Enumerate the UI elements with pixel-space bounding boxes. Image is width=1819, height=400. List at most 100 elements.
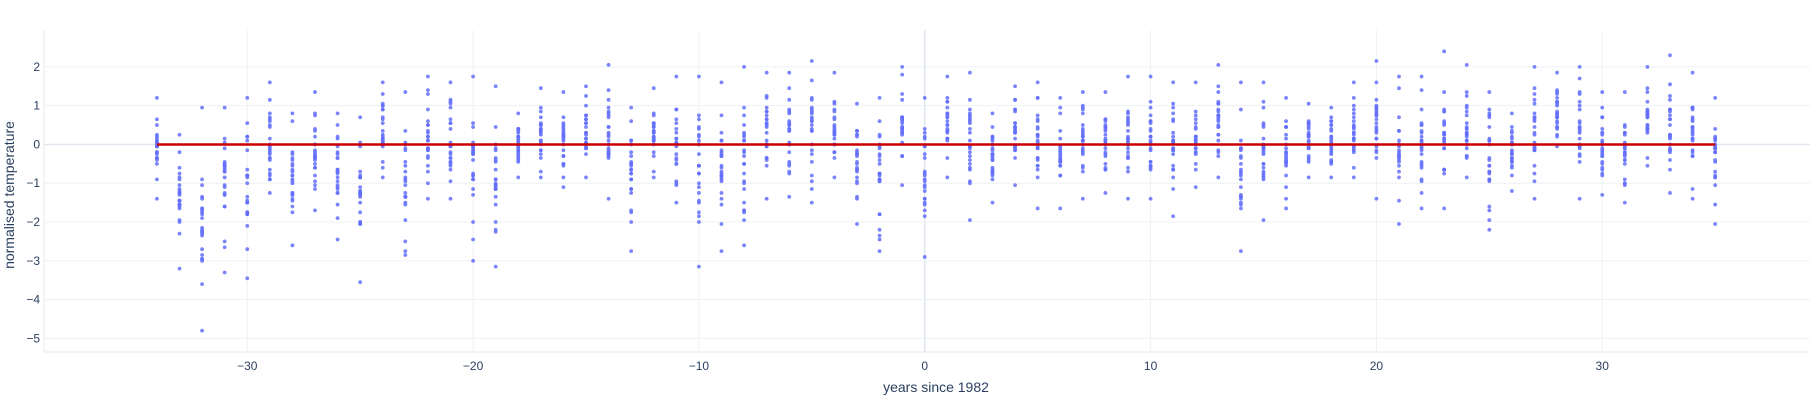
data-point — [1171, 105, 1176, 110]
data-point — [1035, 138, 1040, 143]
data-point — [1464, 175, 1469, 180]
data-point — [1487, 218, 1492, 222]
data-point — [1306, 146, 1311, 151]
data-point — [922, 95, 927, 100]
data-point — [697, 152, 701, 157]
data-point — [922, 202, 927, 207]
data-point — [1171, 111, 1176, 116]
data-point — [945, 74, 950, 79]
data-point — [764, 95, 769, 100]
data-point — [742, 218, 746, 222]
data-point — [155, 177, 159, 182]
data-point — [945, 115, 950, 120]
data-point — [1374, 136, 1379, 141]
data-point — [538, 127, 543, 131]
data-point — [1668, 123, 1672, 127]
data-point — [1284, 196, 1288, 201]
data-point — [742, 105, 746, 110]
data-point — [629, 167, 634, 172]
data-point — [177, 204, 182, 209]
data-point — [877, 237, 882, 242]
data-point — [809, 152, 814, 157]
data-point — [1397, 128, 1401, 133]
data-point — [1284, 95, 1288, 100]
data-point — [787, 160, 792, 164]
data-point — [1284, 125, 1288, 129]
data-point — [922, 208, 927, 213]
data-point — [1419, 165, 1424, 170]
data-point — [1600, 192, 1605, 197]
data-point — [1058, 111, 1063, 116]
data-point — [1419, 134, 1424, 139]
data-point — [584, 121, 588, 126]
data-point — [1645, 64, 1650, 69]
data-point — [922, 136, 927, 141]
data-point — [1284, 185, 1288, 190]
data-point — [1442, 206, 1447, 211]
data-point — [493, 84, 498, 89]
data-point — [1555, 119, 1559, 124]
data-point — [538, 152, 543, 157]
data-point — [922, 185, 927, 190]
y-tick-label: −1 — [26, 176, 40, 190]
data-point — [1442, 49, 1447, 54]
data-point — [855, 101, 859, 106]
data-point — [177, 266, 182, 271]
data-point — [267, 80, 272, 85]
data-point — [1261, 121, 1266, 126]
data-point — [968, 158, 972, 162]
data-point — [877, 158, 882, 162]
data-point — [1442, 146, 1447, 151]
data-point — [697, 138, 701, 143]
data-point — [764, 196, 769, 201]
data-point — [1600, 105, 1605, 110]
data-point — [1284, 146, 1288, 151]
y-tick-label: −2 — [26, 215, 40, 229]
data-point — [1239, 194, 1243, 199]
data-point — [358, 222, 363, 226]
data-point — [1329, 160, 1334, 164]
data-point — [1193, 109, 1198, 114]
data-point — [380, 128, 385, 133]
data-point — [1668, 53, 1672, 58]
data-point — [1442, 167, 1447, 172]
data-point — [177, 220, 182, 224]
data-point — [267, 119, 272, 124]
data-point — [538, 148, 543, 153]
data-point — [651, 169, 656, 174]
data-point — [177, 231, 182, 236]
data-point — [584, 125, 588, 129]
data-point — [742, 208, 746, 213]
data-point — [990, 125, 995, 129]
data-point — [290, 243, 295, 248]
data-point — [1464, 130, 1469, 135]
data-point — [1690, 154, 1695, 158]
data-point — [855, 179, 859, 184]
data-point — [1193, 125, 1198, 129]
data-point — [1284, 132, 1288, 137]
data-point — [629, 191, 634, 195]
data-point — [1035, 80, 1040, 85]
data-point — [1058, 128, 1063, 133]
data-point — [471, 258, 475, 263]
data-point — [877, 249, 882, 254]
data-point — [742, 200, 746, 205]
data-point — [1464, 138, 1469, 143]
data-point — [1668, 191, 1672, 195]
data-point — [945, 156, 950, 160]
data-point — [1126, 74, 1130, 79]
data-point — [290, 198, 295, 203]
data-point — [1690, 187, 1695, 191]
data-point — [742, 113, 746, 118]
data-point — [787, 109, 792, 114]
data-point — [990, 200, 995, 205]
data-point — [1013, 156, 1017, 160]
data-point — [809, 111, 814, 116]
data-point — [335, 134, 340, 139]
data-point — [177, 132, 182, 137]
data-point — [629, 177, 634, 182]
data-point — [945, 175, 950, 180]
data-point — [968, 154, 972, 158]
data-point — [516, 130, 521, 135]
